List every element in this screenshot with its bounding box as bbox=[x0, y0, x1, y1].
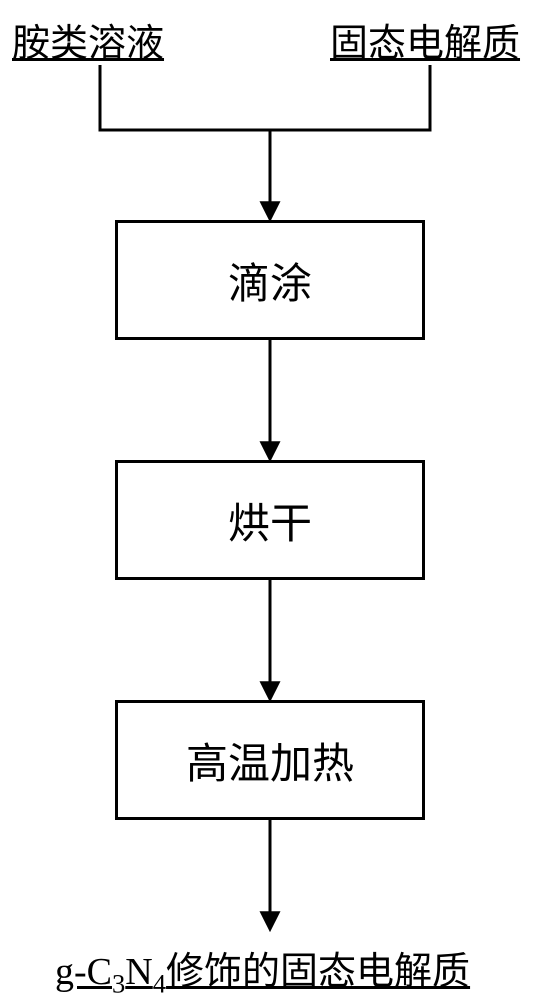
step-box-3: 高温加热 bbox=[115, 700, 425, 820]
step-box-1: 滴涂 bbox=[115, 220, 425, 340]
step-label-2: 烘干 bbox=[228, 490, 312, 551]
output-suffix: 修饰的固态电解质 bbox=[166, 951, 470, 993]
step-label-3: 高温加热 bbox=[186, 730, 354, 791]
output-sub1: 3 bbox=[112, 969, 125, 999]
flowchart-canvas: 胺类溶液 固态电解质 滴涂 烘干 高温加热 g-C3N4修饰的固态电解质 bbox=[0, 0, 555, 1000]
merge-connector bbox=[100, 65, 430, 130]
output-label: g-C3N4修饰的固态电解质 bbox=[55, 940, 470, 1000]
step-box-2: 烘干 bbox=[115, 460, 425, 580]
input-right-label: 固态电解质 bbox=[330, 12, 520, 67]
step-label-1: 滴涂 bbox=[228, 250, 312, 311]
output-prefix: g-C bbox=[55, 951, 112, 993]
input-left-label: 胺类溶液 bbox=[12, 12, 164, 67]
output-sub2: 4 bbox=[153, 969, 166, 999]
output-mid: N bbox=[125, 951, 152, 993]
